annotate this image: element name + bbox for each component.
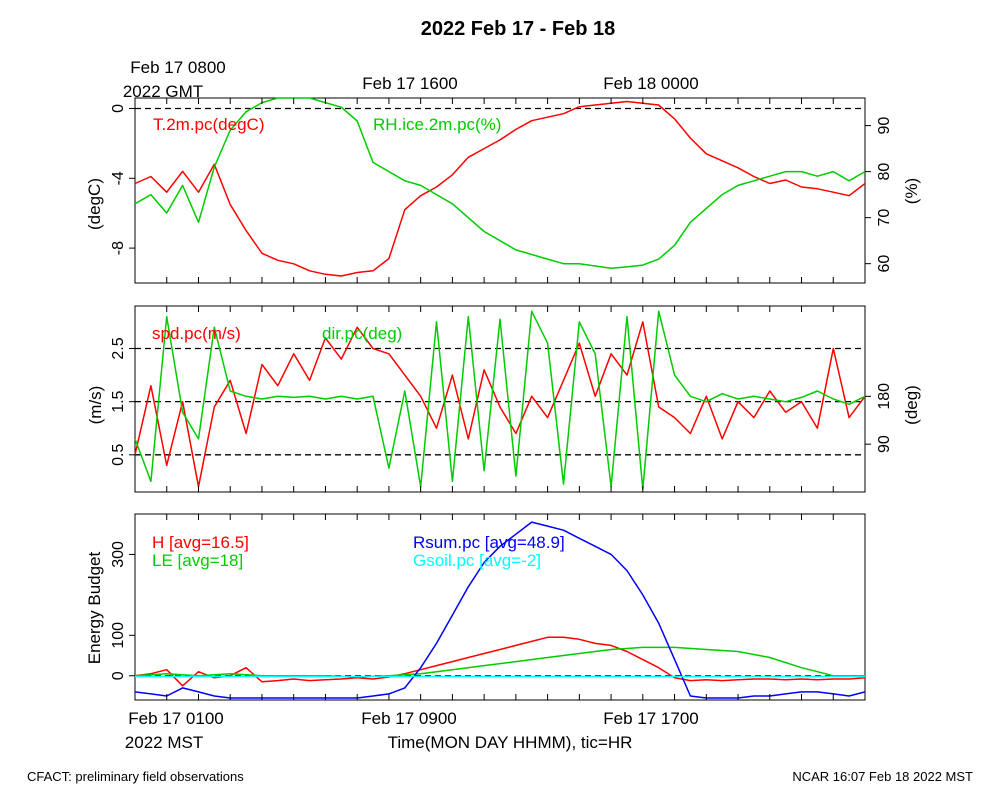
plot-frame [134,513,866,701]
x-axis-label: Time(MON DAY HHMM), tic=HR [388,733,633,752]
y-tick-label: 0 [110,104,127,113]
gmt-tick-label: Feb 18 0000 [603,74,698,93]
y-axis-label-left: (m/s) [86,386,105,425]
legend-label-humidity: RH.ice.2m.pc(%) [373,115,501,134]
annotation-rsum-average: Rsum.pc [avg=48.9] [413,533,565,552]
wind-panel: 0.5 1.5 2.5 90 180 spd.pc(m/s) dir.pc(deg) (… [86,305,921,493]
y-tick-label: -4 [110,171,127,185]
y-tick-label: 100 [110,622,127,649]
mst-year-label: 2022 MST [125,733,203,752]
y-tick-label: 60 [876,255,893,273]
plot-frame [134,97,866,284]
gmt-year-label: 2022 GMT [123,82,203,101]
y-tick-label: 90 [876,435,893,453]
series-line-dir-pc-deg [134,310,866,491]
legend-label-temperature: T.2m.pc(degC) [153,115,264,134]
mst-tick-label: Feb 17 0900 [361,709,456,728]
y-axis-label-left: Energy Budget [85,551,104,664]
series-line-rsum-pc [134,521,866,699]
annotation-le-average: LE [avg=18] [152,551,243,570]
gmt-tick-label: Feb 17 1600 [362,74,457,93]
footer-right-note: NCAR 16:07 Feb 18 2022 MST [792,769,973,784]
annotation-gsoil-average: Gsoil.pc [avg=-2] [413,551,541,570]
y-tick-label: 0 [110,671,127,680]
series-line-h [134,636,866,687]
series-line-t-2m-pc-degc [134,100,866,277]
y-tick-label: 300 [110,541,127,568]
legend-label-speed: spd.pc(m/s) [152,324,241,343]
plot-frame [134,305,866,493]
y-tick-label: 2.5 [110,337,127,359]
mst-tick-label: Feb 17 0100 [128,709,223,728]
gmt-tick-label: Feb 17 0800 [130,58,225,77]
y-tick-label: -8 [110,241,127,255]
footer-left-note: CFACT: preliminary field observations [27,769,244,784]
series-line-rh-ice-2m-pc [134,97,866,270]
y-axis-label-left: (degC) [85,178,104,230]
y-tick-label: 90 [876,117,893,135]
annotation-h-average: H [avg=16.5] [152,533,249,552]
y-tick-label: 1.5 [110,390,127,412]
chart-title: 2022 Feb 17 - Feb 18 [421,18,616,40]
series-line-spd-pc-m-s [134,321,866,488]
energy-budget-panel: 0 100 300 H [avg=16.5] LE [avg=18] Rsum.pc… [85,513,866,701]
y-axis-label-right: (deg) [902,385,921,425]
y-tick-label: 70 [876,209,893,227]
legend-label-direction: dir.pc(deg) [322,324,402,343]
y-axis-label-right: (%) [902,178,921,204]
series-line-le [134,646,865,678]
mst-tick-label: Feb 17 1700 [603,709,698,728]
y-tick-label: 0.5 [110,444,127,466]
y-tick-label: 180 [876,383,893,410]
temperature-humidity-panel: 0 -4 -8 90 80 70 60 T.2m.pc(degC) RH.ice.2m.pc… [85,97,921,284]
y-tick-label: 80 [876,163,893,181]
